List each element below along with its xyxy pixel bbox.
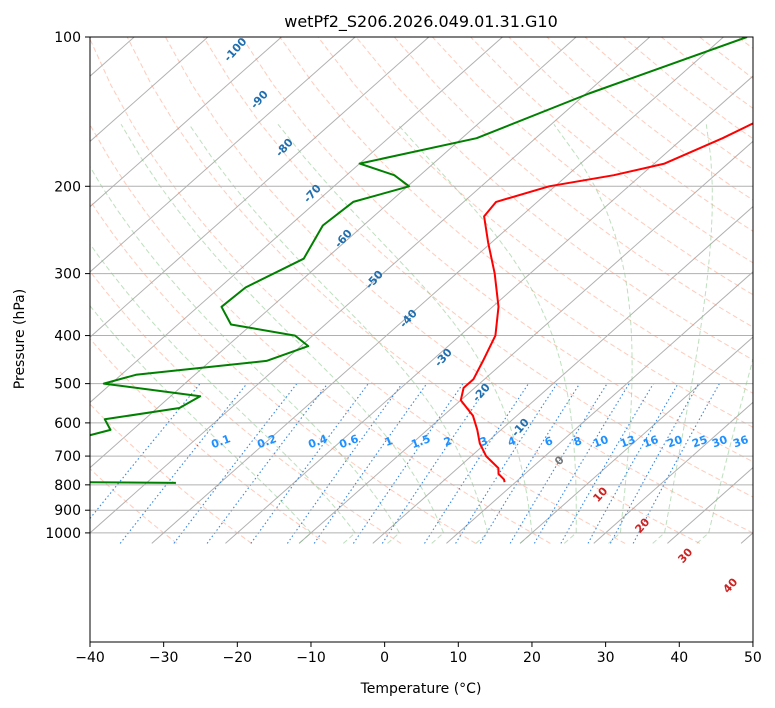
- dry-adiabat: [317, 37, 753, 394]
- x-tick-label: −40: [75, 650, 105, 666]
- mixing-ratio-line: [381, 383, 491, 544]
- dry-adiabat: [470, 37, 753, 264]
- y-tick-label: 100: [54, 30, 81, 46]
- isotherm-line: [151, 37, 724, 544]
- x-axis: −40 −30 −20 −10 0 10 20 30 40 50: [75, 642, 762, 666]
- dry-adiabat: [164, 37, 753, 534]
- mixing-ratio-line: [250, 383, 369, 544]
- x-tick-label: 40: [670, 650, 688, 666]
- dry-adiabat: [90, 337, 327, 544]
- x-tick-label: −30: [149, 650, 179, 666]
- mixing-ratio-label: 3: [478, 434, 490, 449]
- isotherm-line: [593, 401, 753, 544]
- isotherm-line: [90, 37, 430, 338]
- isotherm-line: [298, 140, 753, 544]
- dry-adiabat: [90, 403, 252, 544]
- isotherm-line: [225, 75, 753, 544]
- x-tick-label: 10: [449, 650, 467, 666]
- y-tick-label: 200: [54, 179, 81, 195]
- x-tick-label: 50: [744, 650, 762, 666]
- y-tick-label: 1000: [45, 526, 81, 542]
- temperature-line: [459, 122, 753, 483]
- x-tick-label: 0: [380, 650, 389, 666]
- mixing-ratio-label: 13: [618, 433, 637, 450]
- dry-adiabat: [279, 37, 753, 428]
- y-axis: 100 200 300 400 500 600 700 800 900 1000: [45, 30, 90, 542]
- mixing-ratio-label: 0.2: [255, 432, 278, 451]
- x-tick-label: 30: [597, 650, 615, 666]
- dry-adiabat: [432, 37, 753, 296]
- y-tick-label: 400: [54, 329, 81, 345]
- isotherm-line: [90, 37, 356, 273]
- isotherm-line: [90, 37, 282, 208]
- y-tick-label: 300: [54, 267, 81, 283]
- y-tick-label: 500: [54, 377, 81, 393]
- dry-adiabat: [203, 37, 753, 498]
- isotherm-line: [372, 205, 753, 544]
- isotherm-line: [446, 271, 753, 544]
- mixing-ratio-line: [632, 383, 720, 544]
- mixing-ratio-label: 1: [383, 434, 395, 449]
- plot-frame: [89, 36, 754, 643]
- dry-adiabat: [90, 123, 551, 544]
- isotherm-line: [90, 37, 651, 534]
- mixing-ratio-label: 10: [591, 433, 610, 451]
- mixing-ratio-label: 0.6: [337, 432, 360, 451]
- dry-adiabat: [241, 37, 753, 463]
- mixing-ratio-label: 0.1: [209, 432, 232, 451]
- y-axis-label: Pressure (hPa): [12, 289, 28, 389]
- y-tick-label: 900: [54, 503, 81, 519]
- mixing-ratio-label: 20: [665, 433, 684, 451]
- isotherm-line: [90, 37, 209, 143]
- mixing-ratio-label: 30: [710, 433, 729, 451]
- x-tick-label: −20: [223, 650, 253, 666]
- x-tick-label: 20: [523, 650, 541, 666]
- isotherm-line: [519, 336, 753, 544]
- mixing-ratio-labels: 0.1 0.2 0.4 0.6 1 1.5 2 3 4 6 8 10 13 16 20 25 30 36: [209, 432, 750, 451]
- mixing-ratio-label: 25: [690, 433, 709, 450]
- y-tick-label: 600: [54, 416, 81, 432]
- mixing-ratio-line: [206, 383, 329, 544]
- mixing-ratio-label: 8: [572, 434, 584, 449]
- mixing-ratio-label: 2: [442, 434, 454, 449]
- mixing-ratio-line: [609, 383, 700, 544]
- dry-adiabat: [90, 37, 626, 544]
- dry-adiabat: [126, 37, 701, 544]
- y-tick-label: 800: [54, 478, 81, 494]
- dewpoint-line: [90, 37, 748, 484]
- y-tick-label: 700: [54, 449, 81, 465]
- mixing-ratio-line: [455, 383, 558, 544]
- mixing-ratio-label: 1.5: [409, 432, 432, 451]
- dry-adiabat: [90, 270, 402, 544]
- mixing-ratio-line: [286, 383, 403, 544]
- isotherm-line: [90, 37, 503, 404]
- mixing-ratio-line: [173, 383, 298, 544]
- isotherm-line: [90, 37, 577, 469]
- mixing-ratio-label: 0.4: [306, 432, 329, 451]
- x-axis-label: Temperature (°C): [360, 681, 482, 697]
- dry-adiabat: [90, 199, 476, 544]
- pressure-gridlines: [90, 37, 753, 534]
- mixing-ratio-line: [479, 383, 581, 544]
- mixing-ratio-line: [90, 383, 201, 520]
- mixing-ratio-label: 6: [543, 434, 555, 449]
- mixing-ratio-line: [509, 383, 608, 544]
- profile-lines: [90, 37, 753, 484]
- mixing-ratio-label: 16: [641, 433, 660, 451]
- x-tick-label: −10: [296, 650, 326, 666]
- mixing-ratio-label: 36: [731, 433, 750, 451]
- chart-title: wetPf2_S206.2026.049.01.31.G10: [284, 12, 558, 32]
- mixing-ratio-line: [119, 383, 248, 544]
- mixing-ratio-label: 4: [506, 434, 518, 449]
